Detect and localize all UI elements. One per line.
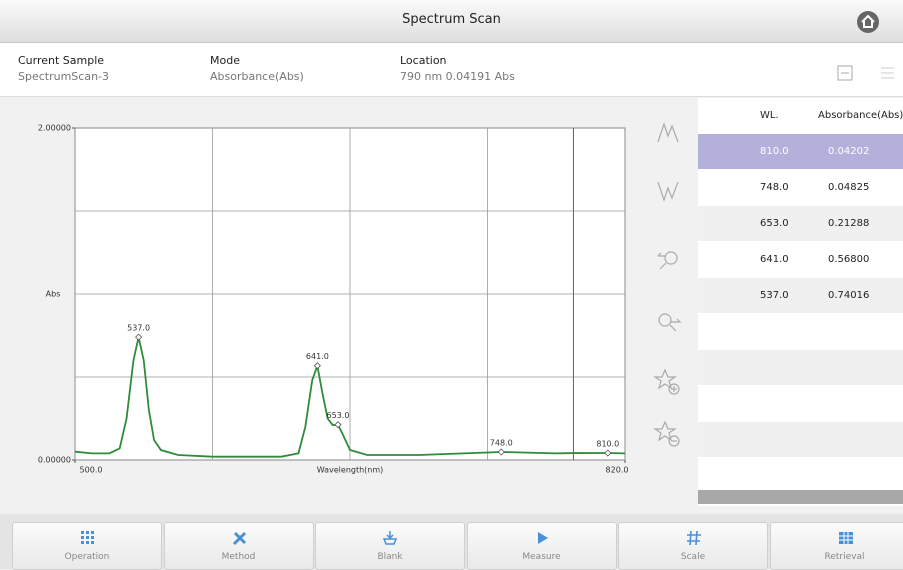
table-cell: 748.0 xyxy=(760,182,789,193)
info-field: Mode Absorbance(Abs) xyxy=(210,54,304,83)
table-cell: 641.0 xyxy=(760,254,789,265)
table-cell: 0.56800 xyxy=(828,254,869,265)
x-tick-label: 820.0 xyxy=(606,466,629,475)
table-header: WL. Absorbance(Abs) xyxy=(698,98,903,134)
button-icon xyxy=(79,529,97,547)
title: Spectrum Scan xyxy=(0,12,903,27)
peak-label: 537.0 xyxy=(127,324,150,333)
scrollbar[interactable] xyxy=(698,490,903,504)
peak-label: 810.0 xyxy=(596,440,619,449)
toolbar-button[interactable]: Blank xyxy=(315,522,465,570)
peak-label: 748.0 xyxy=(490,438,513,447)
table-row[interactable]: 653.0 0.21288 xyxy=(698,206,903,241)
button-label: Measure xyxy=(468,552,616,562)
table-row[interactable]: 810.0 0.04202 xyxy=(698,134,903,169)
button-label: Blank xyxy=(316,552,464,562)
home-button[interactable] xyxy=(856,10,880,34)
column-header: WL. xyxy=(760,110,779,121)
peak-label: 641.0 xyxy=(306,352,329,361)
info-value: SpectrumScan-3 xyxy=(18,70,109,83)
table-cell: 0.04825 xyxy=(828,182,869,193)
table-cell: 0.04202 xyxy=(828,146,869,157)
empty-row xyxy=(698,350,903,385)
toolbar-button[interactable]: Method xyxy=(164,522,314,570)
empty-row xyxy=(698,314,903,349)
toolbar-button[interactable]: Operation xyxy=(12,522,162,570)
button-icon xyxy=(685,529,703,547)
toolbar-button[interactable]: Scale xyxy=(618,522,768,570)
y-axis-label: Abs xyxy=(46,290,61,299)
button-icon xyxy=(534,529,552,547)
button-icon xyxy=(837,529,855,547)
info-bar: Current Sample SpectrumScan-3 Mode Absorban… xyxy=(0,43,903,97)
info-field: Location 790 nm 0.04191 Abs xyxy=(400,54,515,83)
table-row[interactable]: 641.0 0.56800 xyxy=(698,242,903,277)
table-row[interactable]: 537.0 0.74016 xyxy=(698,278,903,313)
button-label: Method xyxy=(165,552,313,562)
table-cell: 653.0 xyxy=(760,218,789,229)
peak-table: WL. Absorbance(Abs) 810.0 0.04202 748.0 0.048… xyxy=(698,98,903,506)
list-icon[interactable] xyxy=(878,64,898,84)
column-header: Absorbance(Abs) xyxy=(818,110,903,121)
remove-peak-icon[interactable] xyxy=(655,422,679,446)
toolbar-button[interactable]: Retrieval xyxy=(770,522,903,570)
peak-label: 653.0 xyxy=(327,411,350,420)
info-value: Absorbance(Abs) xyxy=(210,70,304,83)
x-tick-label: 500.0 xyxy=(80,466,103,475)
y-tick-label: 2.00000 xyxy=(38,124,71,133)
toolbar-button[interactable]: Measure xyxy=(467,522,617,570)
table-cell: 0.74016 xyxy=(828,290,869,301)
table-row[interactable]: 748.0 0.04825 xyxy=(698,170,903,205)
button-label: Operation xyxy=(13,552,161,562)
empty-row xyxy=(698,422,903,457)
zoom-in-icon[interactable] xyxy=(659,314,680,331)
button-label: Scale xyxy=(619,552,767,562)
info-field: Current Sample SpectrumScan-3 xyxy=(18,54,109,83)
info-label: Current Sample xyxy=(18,54,109,67)
button-label: Retrieval xyxy=(771,552,903,562)
table-cell: 0.21288 xyxy=(828,218,869,229)
add-peak-icon[interactable] xyxy=(655,370,679,394)
zoom-out-icon[interactable] xyxy=(658,252,677,269)
y-tick-label: 0.00000 xyxy=(38,456,71,465)
info-value: 790 nm 0.04191 Abs xyxy=(400,70,515,83)
table-cell: 537.0 xyxy=(760,290,789,301)
chart: 0.00000 2.00000 500.0 820.0 Abs Wavelength(nm… xyxy=(0,100,640,500)
peak-icon[interactable] xyxy=(658,124,678,142)
table-cell: 810.0 xyxy=(760,146,789,157)
x-axis-label: Wavelength(nm) xyxy=(317,466,384,475)
empty-row xyxy=(698,458,903,493)
header: Spectrum Scan xyxy=(0,0,903,43)
tool-icons xyxy=(640,100,698,460)
info-label: Location xyxy=(400,54,515,67)
empty-row xyxy=(698,386,903,421)
button-icon xyxy=(382,529,400,547)
info-label: Mode xyxy=(210,54,304,67)
valley-icon[interactable] xyxy=(658,182,678,200)
collapse-icon[interactable] xyxy=(836,64,856,84)
button-icon xyxy=(231,529,249,547)
